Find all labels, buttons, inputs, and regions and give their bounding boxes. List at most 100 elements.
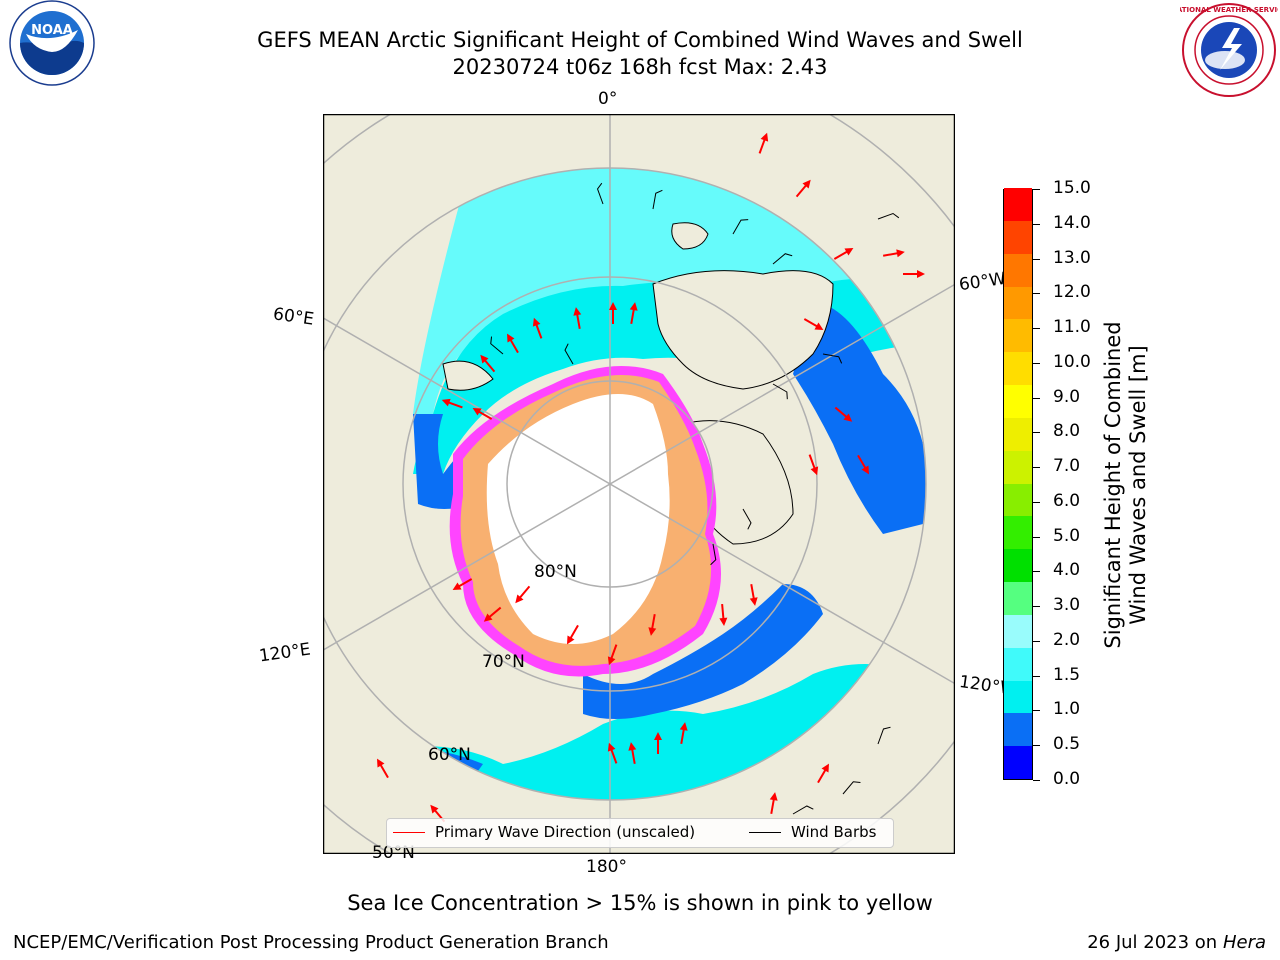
wind-barb <box>652 189 663 210</box>
wind-barb <box>877 212 900 220</box>
colorbar-tick-mark <box>1033 675 1040 677</box>
wave-direction-arrow <box>817 763 829 784</box>
colorbar-tick-mark <box>1033 223 1040 225</box>
colorbar-tick-label: 10.0 <box>1053 351 1091 372</box>
wave-direction-arrow <box>882 249 905 258</box>
colorbar-tick-mark <box>1033 501 1040 503</box>
colorbar-tick-label: 11.0 <box>1053 317 1091 338</box>
colorbar-tick-mark <box>1033 362 1040 364</box>
lon-label-60w: 60°W <box>957 268 1008 296</box>
colorbar-tick-label: 0.0 <box>1053 769 1081 789</box>
wind-barb <box>772 383 788 400</box>
novaya-zemlya <box>442 360 494 391</box>
wave-direction-arrow <box>480 354 496 373</box>
polar-map <box>323 114 955 854</box>
wave-direction-arrow <box>441 398 463 409</box>
wave-direction-arrow <box>609 302 617 324</box>
colorbar-tick-label: 14.0 <box>1053 212 1091 233</box>
wave-direction-arrow <box>808 454 819 476</box>
colorbar-tick-label: 1.0 <box>1053 699 1081 720</box>
colorbar-tick-label: 5.0 <box>1053 525 1081 546</box>
wave-direction-arrow <box>834 406 853 422</box>
wave-direction-arrow <box>903 270 925 278</box>
wave-direction-arrow <box>769 792 778 815</box>
wave-direction-arrow <box>833 248 854 260</box>
wind-barb <box>877 726 891 745</box>
wind-barb <box>710 543 717 566</box>
colorbar-band <box>1004 253 1032 287</box>
colorbar-tick-label: 1.5 <box>1053 664 1081 685</box>
lon-label-60e: 60°E <box>271 304 316 330</box>
wind-barb <box>792 805 814 815</box>
wave-direction-arrow <box>532 317 543 339</box>
colorbar-tick-mark <box>1033 780 1040 781</box>
noaa-logo: NOAA <box>0 0 104 86</box>
wave-direction-arrow <box>795 179 811 198</box>
colorbar-tick-mark <box>1033 640 1040 642</box>
colorbar-tick-label: 6.0 <box>1053 490 1081 511</box>
lat-label-70n: 70°N <box>482 652 525 672</box>
wave-direction-arrow <box>567 624 579 645</box>
colorbar-band <box>1004 712 1032 747</box>
svalbard <box>671 222 709 250</box>
lon-label-120e: 120°E <box>257 639 312 667</box>
colorbar-label: Significant Height of Combined Wind Wave… <box>1101 321 1151 648</box>
nws-ring-text: NATIONAL WEATHER SERVICE <box>1180 6 1278 14</box>
wind-barb <box>732 219 749 235</box>
colorbar-tick-mark <box>1033 536 1040 538</box>
wave-direction-arrow <box>654 732 662 754</box>
sea-ice-note: Sea Ice Concentration > 15% is shown in … <box>347 891 933 915</box>
sea-ice-pack <box>486 394 670 644</box>
wave-direction-arrow <box>749 583 758 606</box>
colorbar-band <box>1004 548 1032 582</box>
colorbar-tick-mark <box>1033 571 1040 573</box>
ocean-chukchi <box>583 584 823 719</box>
colorbar-band <box>1004 417 1032 451</box>
colorbar-tick-mark <box>1033 397 1040 399</box>
wave-direction-arrow <box>607 644 618 666</box>
greenland <box>652 270 834 390</box>
colorbar-tick-label: 12.0 <box>1053 282 1091 303</box>
colorbar <box>1003 187 1033 780</box>
colorbar-band <box>1004 581 1032 615</box>
wave-direction-arrow <box>483 606 502 622</box>
colorbar-tick-label: 15.0 <box>1053 178 1091 198</box>
wave-direction-arrow <box>803 318 824 330</box>
wave-direction-arrow <box>507 333 519 354</box>
wave-direction-arrow <box>679 722 688 745</box>
wave-direction-arrow <box>629 302 638 325</box>
nws-logo: NATIONAL WEATHER SERVICE <box>1171 2 1280 98</box>
colorbar-band <box>1004 220 1032 254</box>
footer-date: 26 Jul 2023 on Hera <box>1087 932 1266 953</box>
colorbar-tick-mark <box>1033 189 1040 190</box>
legend-label-primary-wave: Primary Wave Direction (unscaled) <box>435 823 696 841</box>
chart-title: GEFS MEAN Arctic Significant Height of C… <box>257 28 1023 52</box>
wave-direction-arrow <box>472 408 493 420</box>
wave-direction-arrow <box>648 613 657 636</box>
lat-label-60n: 60°N <box>428 745 471 765</box>
colorbar-tick-label: 13.0 <box>1053 247 1091 268</box>
colorbar-tick-label: 3.0 <box>1053 595 1081 616</box>
colorbar-tick-mark <box>1033 258 1040 260</box>
colorbar-tick-mark <box>1033 328 1040 330</box>
wind-barbs <box>490 182 900 815</box>
colorbar-band <box>1004 187 1032 221</box>
colorbar-tick-label: 9.0 <box>1053 386 1081 407</box>
colorbar-band <box>1004 450 1032 484</box>
lat-label-80n: 80°N <box>534 562 577 582</box>
colorbar-band <box>1004 483 1032 517</box>
red-line-icon <box>393 831 425 833</box>
colorbar-tick-label: 8.0 <box>1053 421 1081 442</box>
colorbar-band <box>1004 614 1032 648</box>
lon-label-0: 0° <box>598 89 618 109</box>
colorbar-band <box>1004 384 1032 418</box>
legend-item-wind-barbs: Wind Barbs <box>749 823 876 841</box>
wind-barb <box>596 182 604 205</box>
colorbar-band <box>1004 647 1032 681</box>
colorbar-tick-label: 4.0 <box>1053 560 1081 581</box>
colorbar-tick-mark <box>1033 745 1040 747</box>
wind-barb <box>822 353 843 364</box>
map-frame <box>323 114 955 854</box>
ocean-baffin <box>793 304 926 534</box>
wave-direction-arrow <box>607 742 618 764</box>
